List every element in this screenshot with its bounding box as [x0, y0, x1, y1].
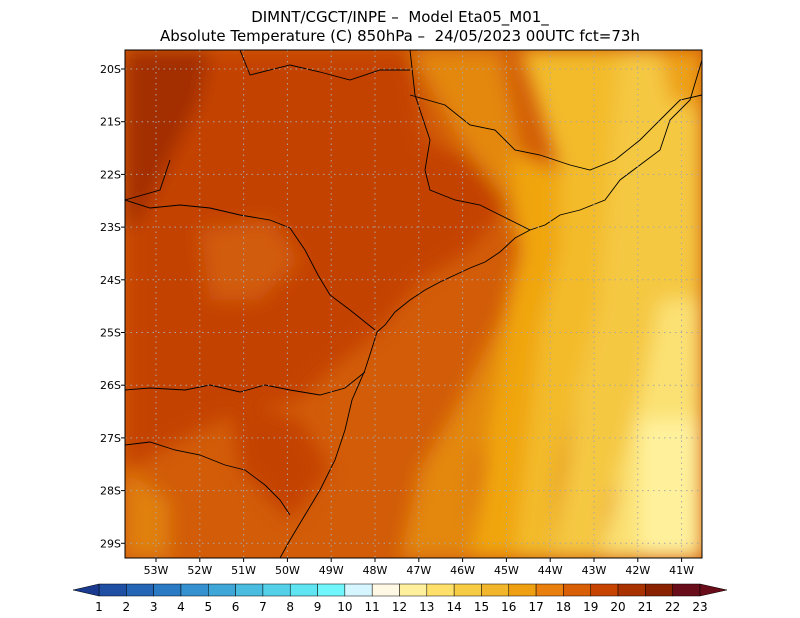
colorbar-tick-label: 7	[259, 600, 267, 614]
lat-label: 27S	[100, 432, 121, 445]
colorbar-tick-label: 21	[638, 600, 653, 614]
temperature-field	[125, 50, 702, 558]
colorbar-swatch	[563, 583, 591, 597]
colorbar-labels: 1 2 3 4 5 6 7 8 9 10 11 12 13 14 15 16 17 18 19 20 21 22 23	[95, 600, 707, 614]
colorbar-tick-label: 8	[286, 600, 294, 614]
colorbar-swatch	[262, 583, 291, 597]
colorbar-tick-label: 13	[419, 600, 434, 614]
lat-label: 22S	[100, 168, 121, 181]
colorbar-tick-label: 14	[446, 600, 461, 614]
lon-label: 46W	[450, 564, 475, 577]
lat-label: 20S	[100, 63, 121, 76]
lat-label: 26S	[100, 379, 121, 392]
colorbar-swatch	[426, 583, 455, 597]
chart-title-line-1: DIMNT/CGCT/INPE – Model Eta05_M01_	[251, 8, 549, 26]
colorbar-right-arrow	[699, 583, 728, 597]
colorbar-left-arrow	[72, 583, 100, 597]
colorbar-swatch	[399, 583, 428, 597]
colorbar-swatch	[672, 583, 701, 597]
lat-label: 23S	[100, 221, 121, 234]
colorbar-tick-label: 18	[556, 600, 571, 614]
lon-label: 45W	[494, 564, 519, 577]
colorbar-tick-label: 6	[232, 600, 240, 614]
colorbar-tick-label: 3	[150, 600, 158, 614]
colorbar-tick-label: 15	[474, 600, 489, 614]
colorbar-tick-label: 22	[665, 600, 680, 614]
lon-label: 50W	[275, 564, 300, 577]
lon-label: 41W	[669, 564, 694, 577]
colorbar-swatch	[535, 583, 564, 597]
lat-label: 24S	[100, 274, 121, 287]
colorbar-tick-label: 12	[392, 600, 407, 614]
lat-label: 29S	[100, 537, 121, 550]
colorbar-swatch	[289, 583, 318, 597]
colorbar-tick-label: 16	[501, 600, 516, 614]
lon-label: 49W	[319, 564, 344, 577]
colorbar-tick-label: 5	[204, 600, 212, 614]
colorbar-swatch	[508, 583, 537, 597]
lon-label: 52W	[187, 564, 212, 577]
lon-label: 47W	[406, 564, 431, 577]
lat-label: 21S	[100, 116, 121, 129]
colorbar-tick-label: 11	[365, 600, 380, 614]
colorbar-tick-label: 1	[95, 600, 103, 614]
colorbar-swatch	[317, 583, 346, 597]
colorbar-tick-label: 17	[528, 600, 543, 614]
colorbar-tick-label: 10	[337, 600, 352, 614]
colorbar-swatch	[208, 583, 236, 597]
colorbar-swatch	[344, 583, 373, 597]
lon-label: 44W	[538, 564, 563, 577]
colorbar-swatch	[645, 583, 673, 597]
colorbar-tick-label: 4	[177, 600, 185, 614]
colorbar-swatch	[235, 583, 264, 597]
colorbar-tick-label: 19	[583, 600, 598, 614]
political-boundaries	[125, 50, 702, 558]
graticule-grid	[121, 50, 702, 562]
colorbar-swatch	[98, 583, 127, 597]
chart-title-line-2: Absolute Temperature (C) 850hPa – 24/05/…	[160, 27, 640, 45]
colorbar-swatch	[371, 583, 400, 597]
colorbar-swatch	[481, 583, 510, 597]
lon-label: 43W	[582, 564, 607, 577]
colorbar-tick-label: 2	[122, 600, 130, 614]
colorbar-swatch	[126, 583, 154, 597]
colorbar	[72, 583, 728, 597]
map-frame	[124, 49, 703, 559]
lat-label: 28S	[100, 485, 121, 498]
lat-label: 25S	[100, 327, 121, 340]
colorbar-swatch	[590, 583, 619, 597]
colorbar-swatch	[453, 583, 482, 597]
colorbar-swatch	[180, 583, 209, 597]
colorbar-tick-label: 23	[692, 600, 707, 614]
colorbar-tick-label: 20	[610, 600, 625, 614]
colorbar-tick-label: 9	[314, 600, 322, 614]
lon-label: 53W	[144, 564, 169, 577]
longitude-labels: 53W 52W 51W 50W 49W 48W 47W 46W 45W 44W 43W 42W 41W	[144, 564, 695, 577]
lon-label: 48W	[363, 564, 388, 577]
latitude-labels: 20S 21S 22S 23S 24S 25S 26S 27S 28S 29S	[100, 63, 121, 550]
colorbar-swatch	[617, 583, 646, 597]
colorbar-swatch	[153, 583, 182, 597]
lon-label: 42W	[625, 564, 650, 577]
lon-label: 51W	[231, 564, 256, 577]
